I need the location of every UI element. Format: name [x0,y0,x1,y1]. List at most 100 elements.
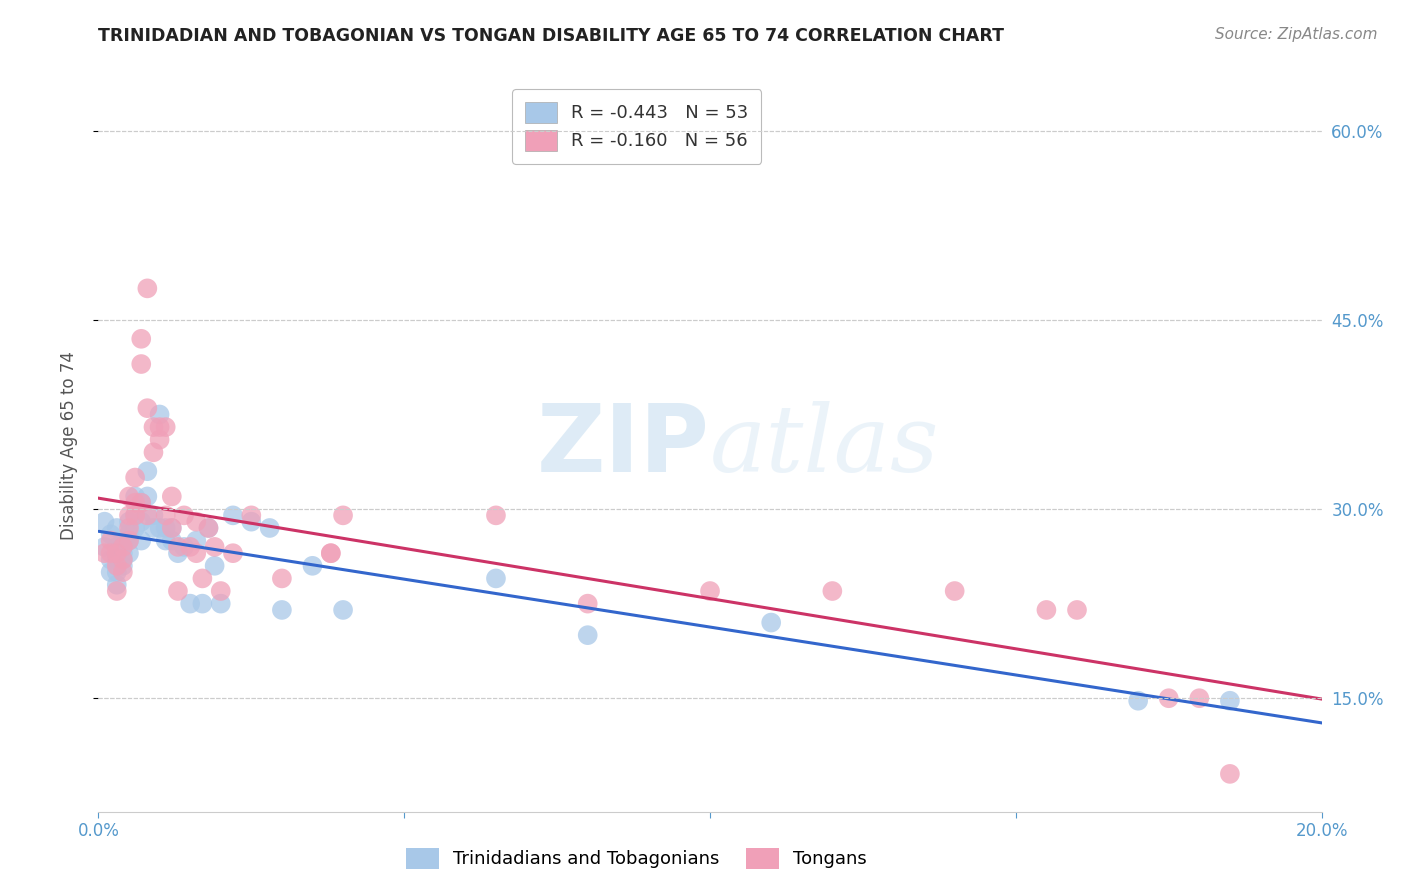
Point [301,558,323,573]
Point [105,546,128,560]
Point [124,508,146,523]
Point [821,584,844,599]
Point [576,628,599,642]
Point [149,408,172,422]
Point [149,521,172,535]
Point [136,281,159,295]
Point [105,558,128,573]
Point [105,565,128,579]
Point [167,540,190,554]
Point [136,490,159,504]
Point [191,597,214,611]
Point [129,332,152,346]
Point [160,521,183,535]
Point [160,533,183,548]
Point [118,527,141,541]
Point [129,496,152,510]
Point [100,546,122,560]
Point [136,401,159,416]
Point [332,603,354,617]
Point [319,546,342,560]
Point [167,584,190,599]
Point [197,521,219,535]
Point [197,521,219,535]
Point [149,420,172,434]
Point [111,552,134,566]
Point [118,515,141,529]
Point [100,552,122,566]
Point [142,420,165,434]
Point [124,490,146,504]
Point [1035,603,1057,617]
Point [93,546,115,560]
Point [222,508,245,523]
Point [155,533,177,548]
Point [105,552,128,566]
Point [259,521,281,535]
Text: ZIP: ZIP [537,400,710,492]
Point [111,552,134,566]
Text: TRINIDADIAN AND TOBAGONIAN VS TONGAN DISABILITY AGE 65 TO 74 CORRELATION CHART: TRINIDADIAN AND TOBAGONIAN VS TONGAN DIS… [98,27,1004,45]
Point [129,515,152,529]
Point [105,578,128,592]
Point [124,508,146,523]
Point [124,521,146,535]
Point [100,527,122,541]
Point [1128,694,1150,708]
Point [118,533,141,548]
Point [1188,691,1211,706]
Point [155,521,177,535]
Point [142,508,165,523]
Point [129,533,152,548]
Point [118,533,141,548]
Point [576,597,599,611]
Point [111,565,134,579]
Point [136,464,159,478]
Point [204,558,226,573]
Point [186,515,208,529]
Point [485,571,508,585]
Point [186,533,208,548]
Point [155,508,177,523]
Point [129,496,152,510]
Text: atlas: atlas [710,401,939,491]
Point [173,540,195,554]
Point [100,533,122,548]
Point [142,521,165,535]
Point [270,603,292,617]
Point [270,571,292,585]
Point [699,584,721,599]
Point [111,546,134,560]
Point [105,540,128,554]
Point [160,521,183,535]
Point [1157,691,1180,706]
Point [118,521,141,535]
Point [118,490,141,504]
Point [209,584,232,599]
Point [124,496,146,510]
Point [124,470,146,484]
Point [179,540,201,554]
Point [1219,694,1241,708]
Point [149,433,172,447]
Point [191,571,214,585]
Point [118,546,141,560]
Point [332,508,354,523]
Point [100,565,122,579]
Point [129,357,152,371]
Point [1219,767,1241,781]
Y-axis label: Disability Age 65 to 74: Disability Age 65 to 74 [59,351,77,541]
Point [759,615,782,630]
Point [222,546,245,560]
Legend: Trinidadians and Tobagonians, Tongans: Trinidadians and Tobagonians, Tongans [399,840,875,876]
Point [111,540,134,554]
Point [209,597,232,611]
Point [240,515,263,529]
Point [173,508,195,523]
Point [111,540,134,554]
Point [179,597,201,611]
Point [943,584,966,599]
Point [93,515,115,529]
Point [142,445,165,459]
Point [93,540,115,554]
